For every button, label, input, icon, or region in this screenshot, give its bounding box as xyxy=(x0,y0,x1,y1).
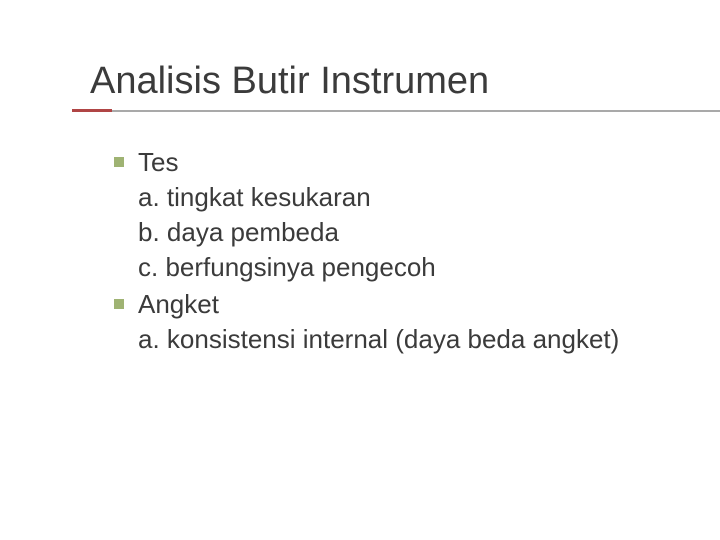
slide-title: Analisis Butir Instrumen xyxy=(90,60,630,103)
item-sub: a. tingkat kesukaran xyxy=(138,180,436,215)
slide: Analisis Butir Instrumen Tes a. tingkat … xyxy=(0,0,720,358)
bullet-icon xyxy=(114,299,124,309)
item-sub: a. konsistensi internal (daya beda angke… xyxy=(138,322,619,357)
item-label: Angket xyxy=(138,287,619,322)
item-body: Tes a. tingkat kesukaran b. daya pembeda… xyxy=(138,145,436,285)
underline-gray xyxy=(90,110,720,112)
item-body: Angket a. konsistensi internal (daya bed… xyxy=(138,287,619,357)
content: Tes a. tingkat kesukaran b. daya pembeda… xyxy=(90,145,630,358)
item-sub: c. berfungsinya pengecoh xyxy=(138,250,436,285)
item-sub: b. daya pembeda xyxy=(138,215,436,250)
underline-accent xyxy=(72,109,112,112)
list-item: Tes a. tingkat kesukaran b. daya pembeda… xyxy=(114,145,630,285)
bullet-icon xyxy=(114,157,124,167)
list-item: Angket a. konsistensi internal (daya bed… xyxy=(114,287,630,357)
title-underline xyxy=(90,109,630,113)
item-label: Tes xyxy=(138,145,436,180)
